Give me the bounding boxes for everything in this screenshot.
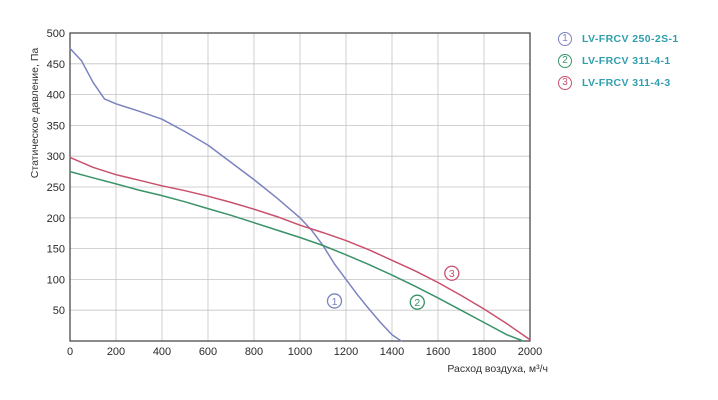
legend-marker-3: 3 [558, 76, 572, 90]
legend-label-2: LV-FRCV 311-4-1 [582, 55, 671, 67]
y-tick-label-1: 100 [47, 274, 65, 286]
series-marker-text-2: 2 [414, 297, 420, 309]
y-tick-label-7: 400 [47, 90, 65, 102]
x-tick-label-4: 800 [245, 346, 263, 358]
series-marker-circle-1 [326, 293, 343, 309]
chart-axes [69, 32, 531, 342]
x-axis-label: Расход воздуха, м³/ч [447, 363, 548, 375]
y-axis-label: Статическое давление, Па [29, 48, 41, 179]
x-tick-labels: 0 200 400 600 800 1000 1200 1400 1600 1800 2000 [67, 346, 542, 358]
y-tick-labels: 50 100 150 200 250 300 350 400 450 500 [47, 28, 65, 317]
x-tick-label-3: 600 [199, 346, 217, 358]
chart-series [69, 47, 531, 342]
series-marker-circle-2 [409, 294, 425, 310]
legend-item-3: 3 LV-FRCV 311-4-3 [558, 72, 718, 94]
y-tick-label-6: 350 [47, 120, 65, 132]
x-tick-label-5: 1000 [288, 346, 312, 358]
series-line-2 [69, 170, 524, 342]
y-tick-label-9: 500 [47, 28, 65, 40]
x-tick-label-1: 200 [107, 346, 125, 358]
legend-label-1: LV-FRCV 250-2S-1 [582, 33, 679, 45]
x-tick-label-9: 1800 [472, 346, 496, 358]
plot-frame [69, 32, 531, 342]
series-marker-circle-3 [444, 265, 460, 281]
legend-item-1: 1 LV-FRCV 250-2S-1 [558, 28, 718, 50]
series-line-1 [69, 47, 402, 342]
legend-item-2: 2 LV-FRCV 311-4-1 [558, 50, 718, 72]
x-tick-label-10: 2000 [518, 346, 542, 358]
y-tick-label-2: 150 [47, 244, 65, 256]
series-marker-text-1: 1 [332, 296, 338, 308]
legend-marker-2: 2 [558, 54, 572, 68]
chart-series-markers: 1 2 3 [326, 265, 460, 310]
x-tick-label-0: 0 [67, 346, 73, 358]
legend-label-3: LV-FRCV 311-4-3 [582, 77, 671, 89]
series-marker-1: 1 [326, 293, 343, 309]
y-tick-label-5: 300 [47, 151, 65, 163]
y-tick-label-0: 50 [53, 305, 65, 317]
y-tick-label-3: 200 [47, 213, 65, 225]
legend: 1 LV-FRCV 250-2S-1 2 LV-FRCV 311-4-1 3 L… [558, 28, 718, 94]
y-tick-label-4: 250 [47, 182, 65, 194]
series-marker-3: 3 [444, 265, 460, 281]
x-tick-label-8: 1600 [426, 346, 450, 358]
x-tick-label-2: 400 [153, 346, 171, 358]
series-marker-2: 2 [409, 294, 425, 310]
y-tick-label-8: 450 [47, 59, 65, 71]
x-tick-label-6: 1200 [334, 346, 358, 358]
legend-marker-1: 1 [558, 32, 572, 46]
series-marker-text-3: 3 [449, 268, 455, 280]
x-tick-label-7: 1400 [380, 346, 404, 358]
series-line-3 [69, 156, 531, 341]
